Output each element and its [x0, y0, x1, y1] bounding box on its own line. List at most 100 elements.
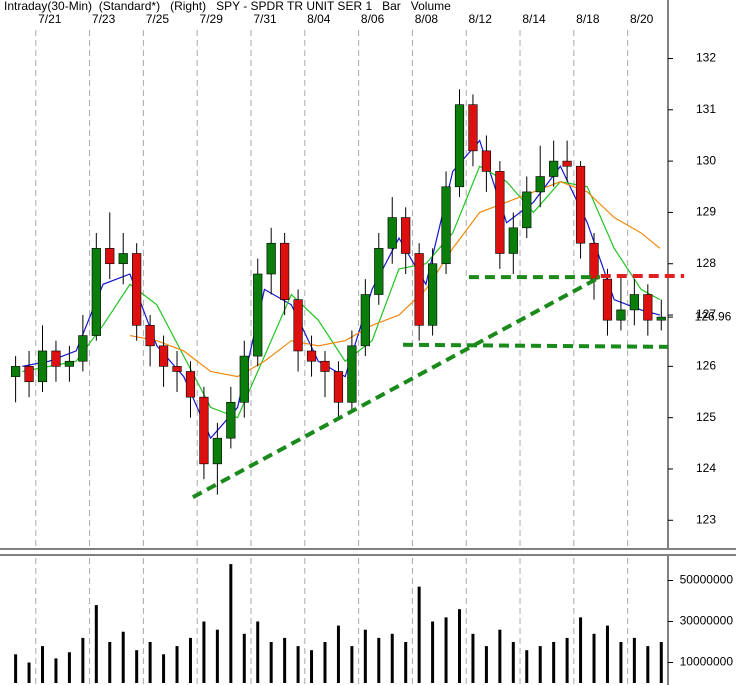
y-tick-label: 129: [696, 205, 716, 219]
volume-bar: [565, 637, 569, 683]
candle-body: [266, 242, 276, 275]
candle-body: [468, 104, 478, 152]
candle-body: [575, 165, 586, 244]
candle-body: [172, 366, 182, 372]
candle-body: [414, 253, 424, 326]
volume-bar: [310, 650, 314, 683]
y-tick-label: 30000000: [680, 614, 734, 628]
x-tick-label: 7/21: [38, 12, 62, 26]
y-tick-label: 125: [696, 410, 716, 424]
y-tick-label: 127: [696, 307, 716, 321]
candle-body: [495, 171, 505, 254]
candle-body: [508, 227, 518, 254]
candle-body: [333, 371, 344, 403]
volume-bar: [175, 646, 179, 683]
volume-bar: [283, 637, 287, 683]
candle-body: [37, 350, 48, 383]
candle-body: [535, 176, 545, 193]
volume-bar: [498, 629, 502, 683]
y-tick-label: 10000000: [680, 655, 734, 669]
candle-body: [522, 191, 532, 229]
volume-bar: [202, 621, 206, 683]
volume-bar: [14, 654, 18, 683]
volume-bar: [552, 642, 556, 683]
volume-bar: [350, 646, 354, 683]
y-tick-label: 131: [696, 102, 716, 116]
y-tick-label: 130: [696, 153, 716, 167]
x-tick-label: 8/12: [469, 12, 493, 26]
candle-body: [589, 242, 599, 280]
volume-bar: [162, 654, 166, 683]
volume-bar: [256, 621, 260, 683]
candle-body: [427, 263, 438, 326]
candle-body: [360, 294, 370, 347]
candle-body: [239, 355, 249, 403]
volume-bar: [484, 646, 488, 683]
y-tick-label: 124: [696, 461, 716, 475]
candle-body: [454, 104, 465, 188]
candle-body: [616, 309, 626, 321]
candle-body: [280, 242, 290, 300]
x-tick-label: 8/20: [630, 12, 654, 26]
volume-bar: [605, 625, 609, 683]
moving-average: [22, 139, 661, 440]
candle-body: [481, 150, 492, 172]
volume-bar: [538, 646, 542, 683]
volume-bar: [121, 631, 125, 683]
y-tick-label: 123: [696, 512, 716, 526]
x-tick-label: 7/25: [146, 12, 170, 26]
volume-bar: [188, 637, 192, 683]
chart-title: Intraday(30-Min) (Standard*) (Right) SPY…: [4, 0, 451, 13]
candle-body: [441, 186, 451, 265]
candle-body: [293, 299, 303, 352]
candle-body: [602, 278, 613, 321]
volume-bar: [377, 637, 381, 683]
candle-body: [226, 401, 236, 439]
x-tick-label: 7/29: [200, 12, 224, 26]
volume-bar: [363, 629, 367, 683]
volume-bar: [511, 642, 515, 683]
candle-body: [562, 160, 572, 167]
volume-bar: [458, 609, 462, 683]
volume-bar: [444, 617, 448, 683]
volume-bar: [632, 637, 636, 683]
volume-bar: [269, 642, 273, 683]
candle-body: [643, 294, 653, 321]
y-tick-label: 126: [696, 359, 716, 373]
candle-body: [199, 396, 209, 465]
candle-body: [132, 253, 142, 326]
candle-body: [158, 345, 169, 367]
x-tick-label: 8/06: [361, 12, 385, 26]
candle-body: [105, 248, 115, 265]
y-tick-label: 128: [696, 256, 716, 270]
volume-bar: [323, 642, 327, 683]
volume-bar: [27, 662, 31, 683]
volume-bar: [404, 642, 408, 683]
candle-body: [347, 345, 357, 403]
candle-body: [78, 335, 88, 362]
volume-bar: [54, 658, 58, 683]
candle-body: [51, 350, 61, 367]
volume-bar: [336, 625, 340, 683]
last-price-label: 126.96: [695, 309, 732, 323]
candle-body: [118, 253, 128, 265]
volume-bar: [242, 633, 246, 683]
y-tick-label: 50000000: [680, 573, 734, 587]
volume-bar: [229, 564, 233, 683]
x-tick-label: 8/18: [576, 12, 600, 26]
candle-body: [656, 316, 666, 321]
volume-bar: [390, 633, 394, 683]
candle-body: [401, 217, 411, 254]
candle-body: [374, 248, 384, 295]
volume-bar: [67, 652, 71, 683]
volume-bar: [659, 642, 663, 683]
candle-body: [64, 360, 75, 367]
candle-body: [212, 437, 222, 465]
x-tick-label: 8/14: [522, 12, 546, 26]
candle-body: [320, 360, 330, 372]
volume-bar: [94, 605, 98, 683]
candle-body: [306, 350, 317, 362]
volume-bar: [135, 650, 139, 683]
volume-bar: [81, 637, 85, 683]
